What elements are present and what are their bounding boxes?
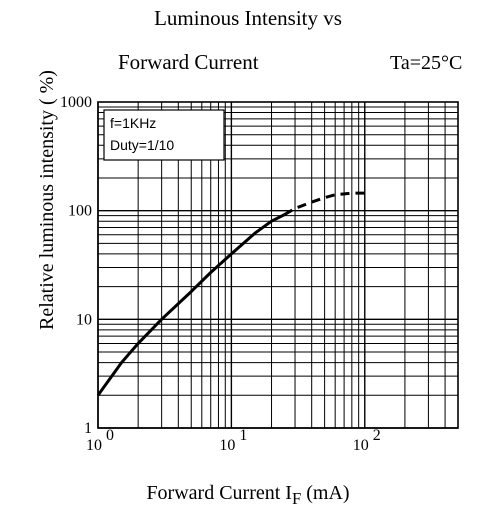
legend-entry: f=1KHz xyxy=(110,115,156,131)
condition-label: Ta=25°C xyxy=(390,52,463,74)
x-tick-exponent: 0 xyxy=(106,427,114,444)
curve-solid-segment xyxy=(96,213,286,397)
legend-box xyxy=(103,109,225,161)
x-tick-label: 10 xyxy=(86,437,102,454)
y-tick-label: 1000 xyxy=(60,94,92,111)
x-axis-label-main: Forward Current I xyxy=(146,482,292,504)
y-tick-label: 1 xyxy=(84,420,92,437)
x-axis-label: Forward Current IF (mA) xyxy=(0,482,496,509)
x-axis-label-subscript: F xyxy=(291,489,302,508)
x-axis-label-unit: (mA) xyxy=(301,482,350,504)
plot-frame xyxy=(97,101,459,429)
y-tick-label: 10 xyxy=(76,311,92,328)
chart-title: Luminous Intensity vs xyxy=(154,6,342,30)
x-tick-label: 10 xyxy=(353,437,369,454)
x-tick-exponent: 2 xyxy=(373,427,381,444)
legend-entry: Duty=1/10 xyxy=(110,137,174,153)
x-tick-label: 10 xyxy=(219,437,235,454)
x-tick-exponent: 1 xyxy=(239,427,247,444)
chart-subtitle: Forward Current xyxy=(118,50,259,74)
y-tick-label: 100 xyxy=(68,203,92,220)
